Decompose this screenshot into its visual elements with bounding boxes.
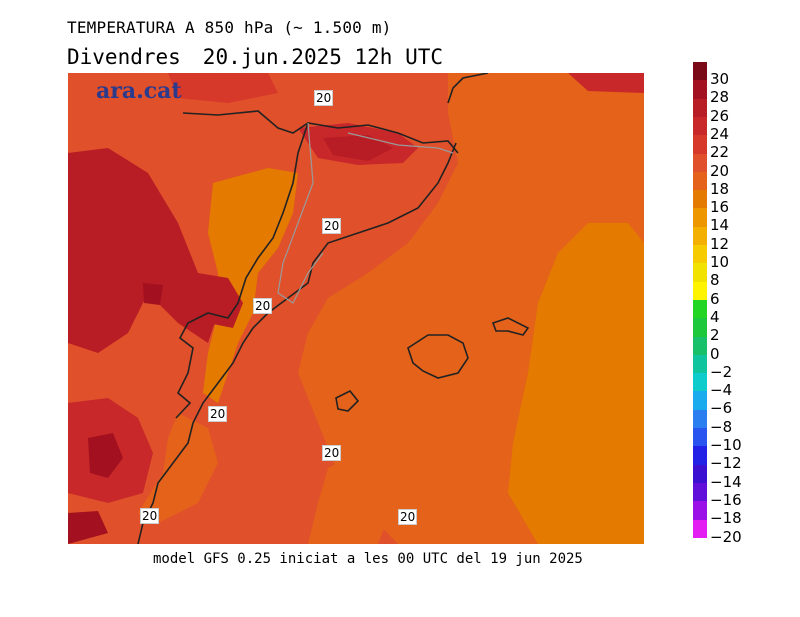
legend-tick-label: 14 bbox=[710, 216, 730, 235]
legend-swatch bbox=[693, 153, 707, 173]
legend-swatch bbox=[693, 245, 707, 264]
legend-tick-label: −2 bbox=[710, 362, 733, 381]
legend-swatch bbox=[693, 391, 707, 411]
temp-field-22-top bbox=[168, 73, 278, 103]
chart-subtitle: Divendres 20.jun.2025 12h UTC bbox=[67, 45, 443, 69]
legend-tick-label: −16 bbox=[710, 490, 742, 509]
legend-swatch bbox=[693, 373, 707, 392]
legend-tick-label: 30 bbox=[710, 70, 730, 88]
legend-swatch bbox=[693, 446, 707, 466]
legend-tick-label: −4 bbox=[710, 381, 733, 400]
legend-tick-label: −12 bbox=[710, 454, 742, 473]
legend-swatch bbox=[693, 501, 707, 520]
legend-swatch bbox=[693, 208, 707, 228]
contour-label: 20 bbox=[322, 218, 342, 234]
island-mallorca bbox=[407, 334, 469, 379]
legend-swatch bbox=[693, 190, 707, 209]
legend-swatch bbox=[693, 116, 707, 136]
legend-tick-label: 28 bbox=[710, 88, 730, 107]
island-ibiza bbox=[335, 389, 360, 412]
legend-tick-label: 16 bbox=[710, 198, 730, 217]
legend-swatch bbox=[693, 354, 707, 374]
legend-tick-label: −14 bbox=[710, 472, 742, 491]
legend-tick-label: 6 bbox=[710, 289, 720, 308]
temp-field-24-west bbox=[68, 148, 218, 353]
legend-tick-label: 4 bbox=[710, 307, 720, 326]
map-canvas bbox=[68, 73, 644, 544]
contour-label: 20 bbox=[314, 90, 334, 106]
legend-swatch bbox=[693, 464, 707, 484]
legend-tick-label: 24 bbox=[710, 124, 730, 143]
legend-swatch bbox=[693, 336, 707, 356]
border-inland bbox=[175, 122, 309, 419]
legend-swatch bbox=[693, 171, 707, 191]
temp-field-16-inland bbox=[203, 168, 298, 403]
legend-swatch bbox=[693, 482, 707, 502]
legend-tick-label: 12 bbox=[710, 234, 730, 253]
contour-label: 20 bbox=[322, 445, 342, 461]
legend-tick-label: 0 bbox=[710, 344, 720, 363]
island-menorca bbox=[491, 317, 530, 336]
legend-tick-label: −8 bbox=[710, 417, 733, 436]
date-label: 20.jun.2025 12h UTC bbox=[202, 45, 444, 69]
temp-field-18-south bbox=[308, 443, 398, 544]
day-label: Divendres bbox=[67, 45, 181, 69]
temp-field-16 bbox=[508, 223, 644, 544]
legend-tick-label: 18 bbox=[710, 179, 730, 198]
legend-tick-label: 20 bbox=[710, 161, 730, 180]
temp-field-24-inland bbox=[198, 273, 243, 328]
legend-swatch bbox=[693, 281, 707, 301]
legend-tick-label: 2 bbox=[710, 326, 720, 345]
regional-border bbox=[277, 122, 324, 304]
legend-swatch bbox=[693, 318, 707, 337]
temp-field-26-southwest bbox=[88, 433, 123, 478]
chart-title: TEMPERATURA A 850 hPa (~ 1.500 m) bbox=[67, 18, 392, 37]
legend-tick-label: −18 bbox=[710, 509, 742, 528]
aracat-logo: ara.cat bbox=[96, 78, 182, 104]
legend-tick-label: 8 bbox=[710, 271, 720, 290]
temp-field-18-inland bbox=[138, 413, 218, 523]
legend-swatch bbox=[693, 135, 707, 154]
legend-swatch bbox=[693, 409, 707, 429]
legend-swatch bbox=[693, 299, 707, 319]
temp-field-24-north bbox=[323, 135, 393, 161]
temp-field-26-corner bbox=[68, 511, 108, 544]
legend-tick-label: 26 bbox=[710, 106, 730, 125]
legend-swatch bbox=[693, 428, 707, 447]
legend-swatch bbox=[693, 80, 707, 100]
temp-field-22-ne bbox=[568, 73, 644, 93]
regional-border-north bbox=[347, 132, 454, 154]
legend-tick-label: −6 bbox=[710, 399, 733, 418]
contour-label: 20 bbox=[208, 406, 228, 422]
legend-tick-label: −20 bbox=[710, 527, 742, 546]
legend-swatch bbox=[693, 263, 707, 283]
legend-swatch bbox=[693, 519, 707, 539]
legend-swatch bbox=[693, 226, 707, 246]
legend-tick-label: −10 bbox=[710, 436, 742, 454]
legend-tick-label: 10 bbox=[710, 253, 730, 271]
legend-swatch bbox=[693, 62, 707, 81]
temp-field-26-spot bbox=[143, 283, 163, 305]
coastline bbox=[137, 73, 489, 544]
legend-tick-label: 22 bbox=[710, 143, 730, 162]
legend-swatch bbox=[693, 98, 707, 118]
border-north bbox=[182, 110, 459, 154]
model-run-note: model GFS 0.25 iniciat a les 00 UTC del … bbox=[153, 551, 583, 567]
contour-label: 20 bbox=[253, 298, 273, 314]
contour-label: 20 bbox=[140, 508, 160, 524]
temperature-map bbox=[68, 73, 644, 544]
contour-label: 20 bbox=[398, 509, 418, 525]
